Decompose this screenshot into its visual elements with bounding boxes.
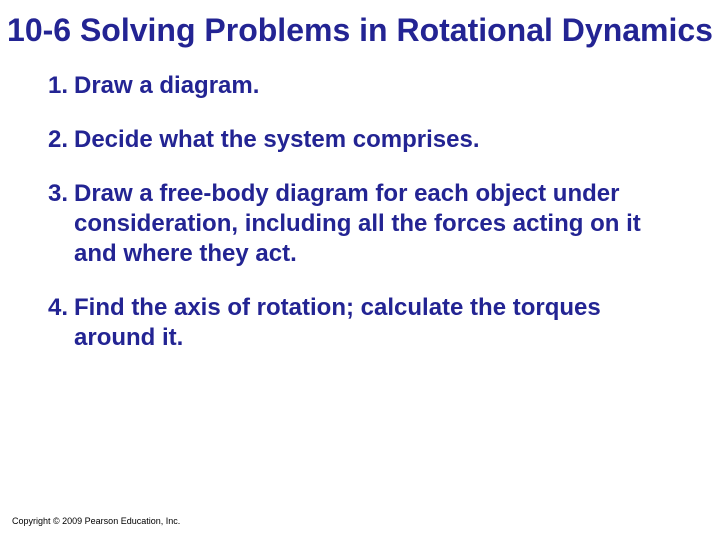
slide-title: 10-6 Solving Problems in Rotational Dyna…	[0, 0, 720, 49]
list-item-number: 3.	[38, 179, 74, 209]
slide: 10-6 Solving Problems in Rotational Dyna…	[0, 0, 720, 540]
list-item-text: Decide what the system comprises.	[74, 125, 682, 155]
list-item: 1. Draw a diagram.	[38, 71, 682, 101]
list-item-number: 2.	[38, 125, 74, 155]
list-item-text: Draw a diagram.	[74, 71, 682, 101]
list-item: 4. Find the axis of rotation; calculate …	[38, 293, 682, 353]
list-item-number: 1.	[38, 71, 74, 101]
list-item-number: 4.	[38, 293, 74, 323]
list-item-text: Find the axis of rotation; calculate the…	[74, 293, 682, 353]
steps-list: 1. Draw a diagram. 2. Decide what the sy…	[0, 49, 720, 353]
list-item-text: Draw a free-body diagram for each object…	[74, 179, 682, 269]
copyright-text: Copyright © 2009 Pearson Education, Inc.	[12, 516, 180, 526]
list-item: 2. Decide what the system comprises.	[38, 125, 682, 155]
list-item: 3. Draw a free-body diagram for each obj…	[38, 179, 682, 269]
